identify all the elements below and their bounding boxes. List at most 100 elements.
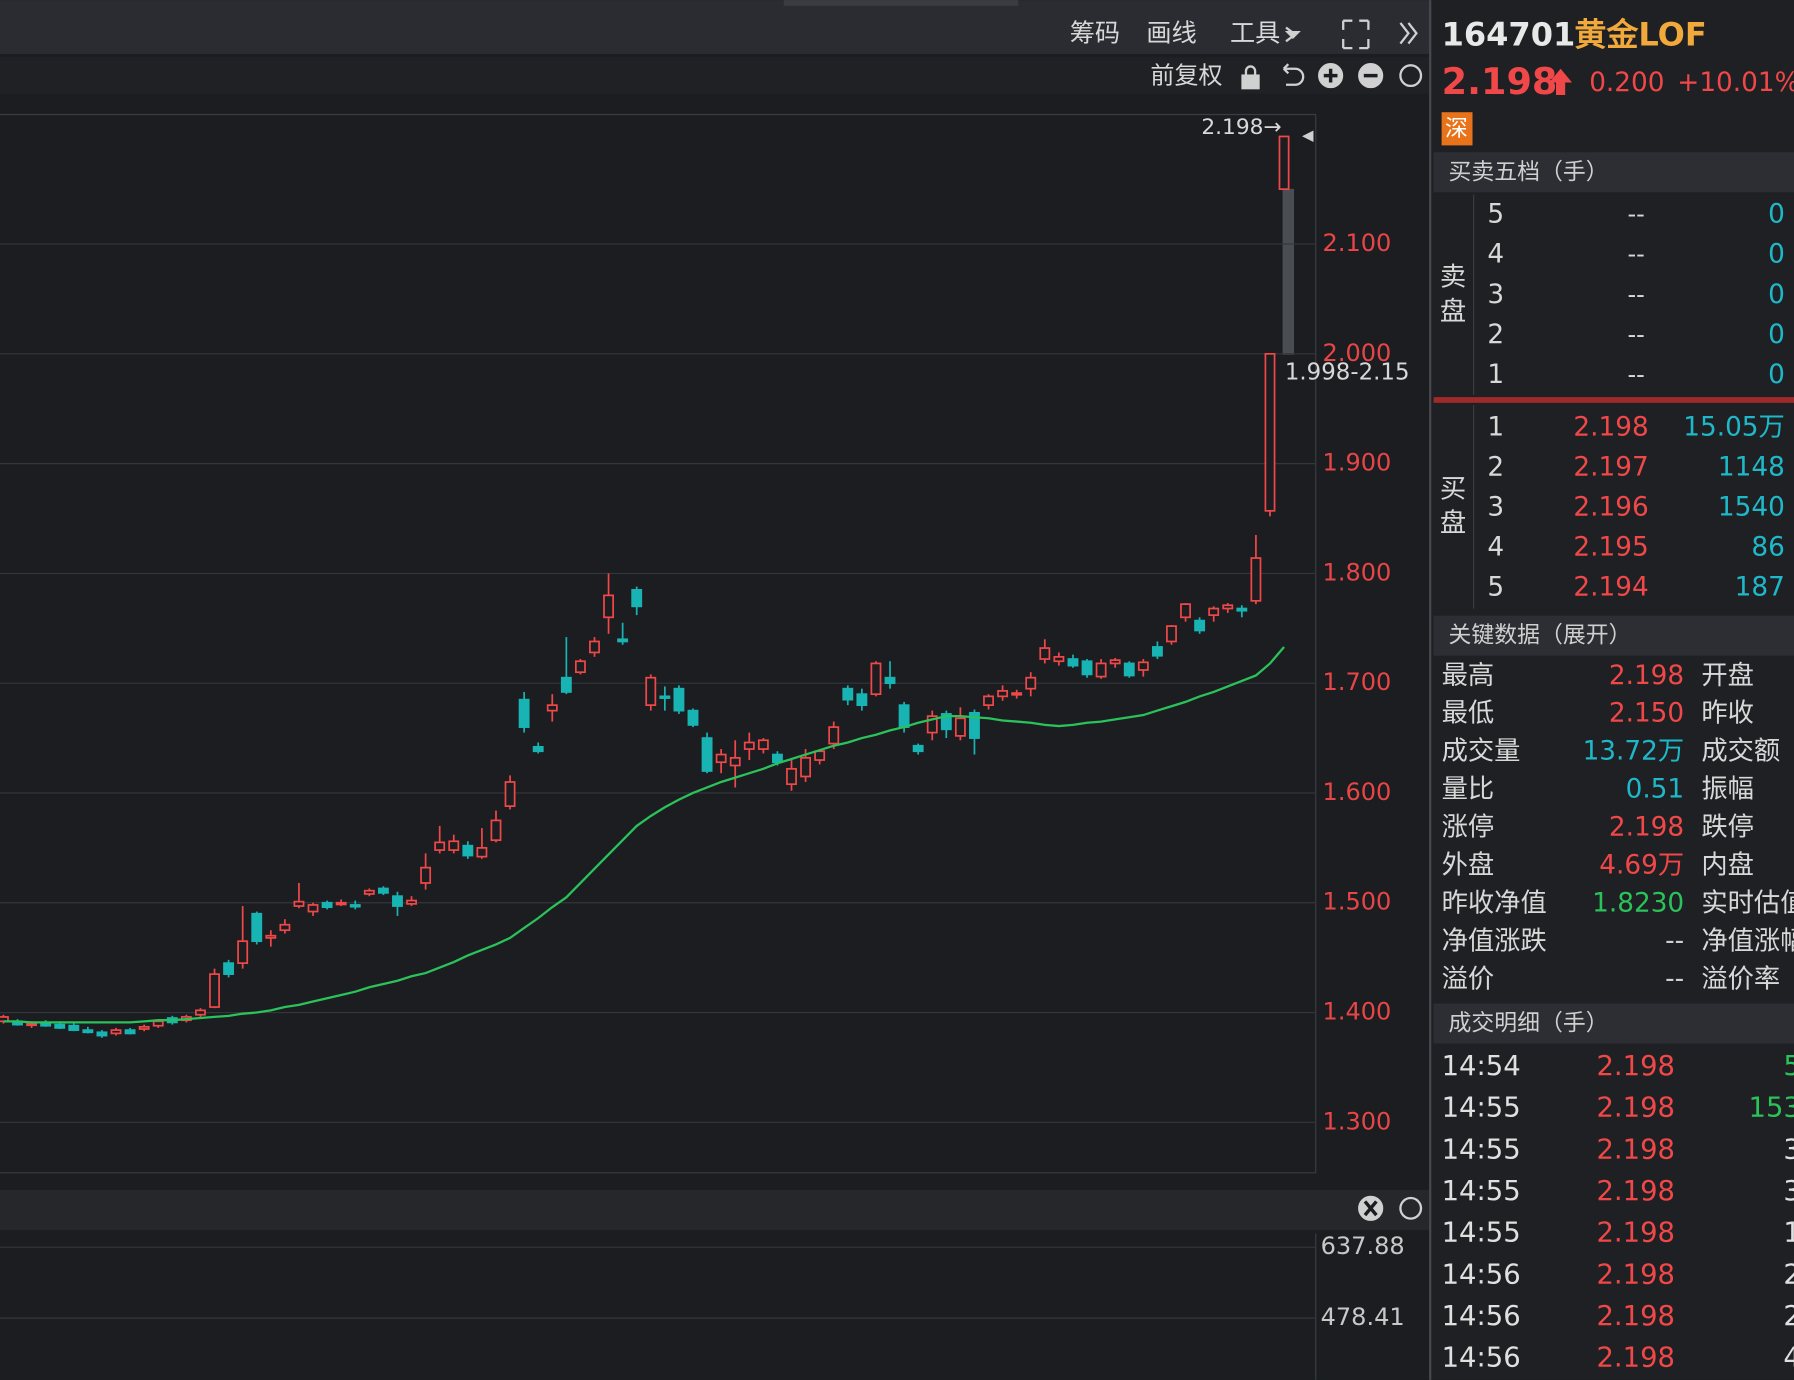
key-label: 跌停 [1701, 813, 1754, 843]
candle-body [940, 713, 952, 731]
trade-time: 14:55 [1442, 1176, 1521, 1207]
toolbar-button[interactable]: 画线 [1146, 18, 1196, 47]
ask-volume: 0 [1768, 200, 1785, 230]
trade-price: 2.198 [1596, 1343, 1675, 1374]
icon-strokes [1323, 68, 1378, 1217]
candle-body [392, 895, 403, 907]
candle-body [1222, 604, 1234, 610]
candle-body [1166, 625, 1177, 643]
toolbar-button[interactable]: 筹码 [1070, 18, 1120, 47]
trade-volume: 4 [1783, 1343, 1794, 1374]
bid-volume: 86 [1751, 533, 1784, 563]
candle-body [1095, 662, 1107, 678]
section-header [1433, 615, 1794, 656]
candle-body [96, 1031, 108, 1037]
candle-body [518, 698, 530, 728]
quote-panel [1430, 0, 1794, 1380]
candle-body [983, 695, 994, 707]
candle-body [912, 744, 924, 753]
candle-body [1151, 646, 1163, 657]
ask-volume: 0 [1768, 240, 1785, 270]
key-value: -- [1665, 965, 1684, 995]
candle-body [814, 750, 826, 761]
candle-body [377, 887, 389, 894]
stock-name: 黄金LOF [1574, 16, 1706, 54]
ask-volume: 0 [1768, 320, 1785, 350]
candle-body [1081, 660, 1093, 676]
ask-price: -- [1627, 360, 1644, 388]
candle-body [138, 1025, 150, 1030]
candle-body [237, 940, 249, 964]
candle-body [54, 1023, 66, 1029]
candle-body [603, 594, 614, 619]
range-marker [1282, 188, 1295, 355]
y-tick-label: 1.800 [1323, 558, 1392, 586]
key-label: 实时估值 [1701, 889, 1794, 919]
settings-icon[interactable] [1399, 1196, 1423, 1220]
toolbar-icons[interactable] [1241, 19, 1423, 1221]
candle-body [898, 704, 910, 728]
candle-body [251, 912, 263, 943]
candle-body [1067, 658, 1079, 667]
key-label: 昨收 [1701, 699, 1754, 729]
candle-body [828, 726, 840, 745]
candle-body [673, 687, 685, 712]
trade-price: 2.198 [1596, 1218, 1675, 1249]
candle-body [1025, 676, 1037, 690]
level: 3 [1487, 280, 1504, 310]
section-title: 关键数据（展开） [1448, 623, 1631, 649]
candle-body [209, 973, 220, 1008]
candle-body [321, 901, 333, 909]
level: 1 [1487, 360, 1504, 390]
key-value: 13.72万 [1583, 737, 1685, 767]
toolbar-button[interactable]: 工具 [1230, 18, 1280, 47]
candle-body [546, 704, 558, 712]
trade-volume: 2 [1783, 1301, 1794, 1332]
y-tick-label: 1.600 [1323, 778, 1392, 806]
candle-body [279, 923, 291, 932]
y-tick-label: 1.500 [1323, 888, 1392, 916]
candle-body [631, 589, 643, 608]
key-label: 净值涨跌 [1442, 927, 1547, 957]
candle-body [1278, 135, 1290, 191]
candle-body [757, 739, 769, 750]
key-label: 内盘 [1701, 851, 1754, 881]
exchange: 深 [1445, 116, 1468, 142]
key-label: 成交量 [1442, 737, 1521, 767]
key-label: 溢价率 [1701, 965, 1780, 995]
candle-body [1053, 655, 1065, 663]
level: 4 [1487, 240, 1504, 270]
key-value: 2.198 [1609, 813, 1684, 843]
key-value: 4.69万 [1599, 851, 1684, 881]
exchange-badge [1441, 112, 1473, 146]
adjust-button[interactable]: 前复权 [1150, 62, 1222, 90]
candle-body [856, 693, 868, 707]
candle-body [1011, 692, 1023, 696]
candle-body [926, 715, 938, 734]
book-divider [1433, 397, 1794, 403]
dropdown-arrow [1284, 30, 1301, 39]
candle-body [1123, 662, 1135, 677]
stock-code: 164701 [1442, 16, 1576, 54]
trade-volume: 3 [1783, 1176, 1794, 1207]
key-label: 振幅 [1701, 775, 1754, 805]
candle-body [363, 889, 375, 895]
candle-body [743, 741, 755, 750]
collapse-icon[interactable] [1399, 22, 1418, 45]
key-label: 溢价 [1442, 965, 1495, 995]
trade-price: 2.198 [1596, 1134, 1675, 1165]
undo-icon[interactable] [1282, 63, 1305, 86]
settings-icon[interactable] [1399, 64, 1423, 88]
candle-body [26, 1022, 38, 1027]
candle-body [420, 866, 432, 884]
fullscreen-icon[interactable] [1342, 19, 1370, 50]
toolbar [0, 0, 1431, 54]
candle-body [223, 962, 235, 975]
trade-volume: 2 [1783, 1259, 1794, 1290]
trade-price: 2.198 [1596, 1176, 1675, 1207]
lock-icon[interactable] [1241, 74, 1260, 90]
candle-body [870, 662, 882, 696]
candle-body [1250, 557, 1262, 602]
